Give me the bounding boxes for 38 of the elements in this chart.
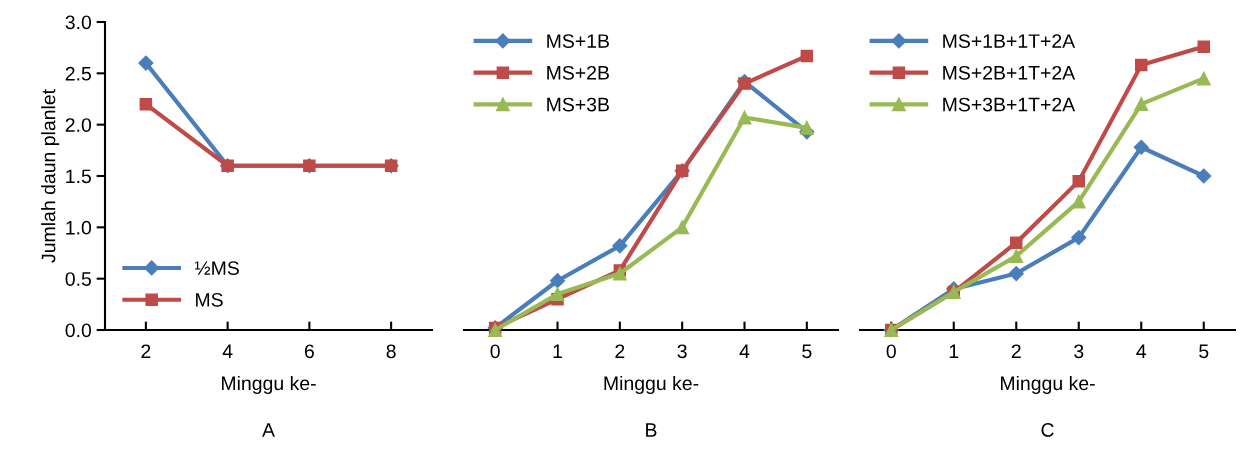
x-axis-title: Minggu ke-: [1001, 375, 1095, 395]
legend-label: MS+1B+1T+2A: [943, 34, 1076, 48]
y-tick-label: 1.0: [66, 220, 92, 235]
x-tick-label: 4: [739, 344, 750, 358]
x-tick-label: 0: [490, 344, 500, 359]
x-tick-label: 4: [1136, 344, 1147, 358]
x-tick-label: 5: [802, 344, 812, 359]
x-tick-label: 8: [386, 344, 396, 359]
text: A: [262, 423, 275, 437]
x-tick-label: 3: [677, 344, 687, 359]
text: B: [646, 423, 657, 437]
y-tick-label: 0.5: [65, 272, 91, 286]
legend-label: MS+2B: [547, 65, 609, 80]
x-tick-label: 2: [1011, 344, 1021, 358]
x-tick-label: 4: [222, 344, 233, 358]
x-tick-label: 2: [615, 344, 625, 358]
legend-label: MS+3B+1T+2A: [943, 97, 1076, 112]
x-tick-label: 2: [141, 344, 151, 358]
legend-label: ½MS: [194, 261, 239, 275]
x-tick-label: 0: [886, 344, 896, 359]
legend-label: MS+2B+1T+2A: [943, 65, 1076, 80]
x-tick-label: 5: [1199, 344, 1209, 359]
y-tick-label: 2.0: [65, 118, 92, 132]
x-tick-label: 1: [553, 344, 562, 358]
x-axis-title: Minggu ke-: [604, 375, 699, 395]
x-axis-title: Minggu ke-: [222, 375, 316, 395]
legend-label: MS+1B: [547, 34, 609, 48]
y-tick-label: 1.5: [66, 169, 91, 184]
y-tick-label: 2.5: [65, 66, 91, 81]
y-axis-title: Jumlah daun planlet: [41, 89, 60, 263]
text: C: [1041, 423, 1054, 437]
y-tick-label: 0.0: [65, 323, 92, 338]
y-tick-label: 3.0: [65, 15, 92, 30]
legend-label: MS: [196, 292, 223, 307]
x-tick-label: 3: [1074, 344, 1084, 359]
x-tick-label: 6: [304, 344, 314, 359]
x-tick-label: 1: [949, 344, 959, 358]
legend-label: MS+3B: [547, 97, 609, 112]
